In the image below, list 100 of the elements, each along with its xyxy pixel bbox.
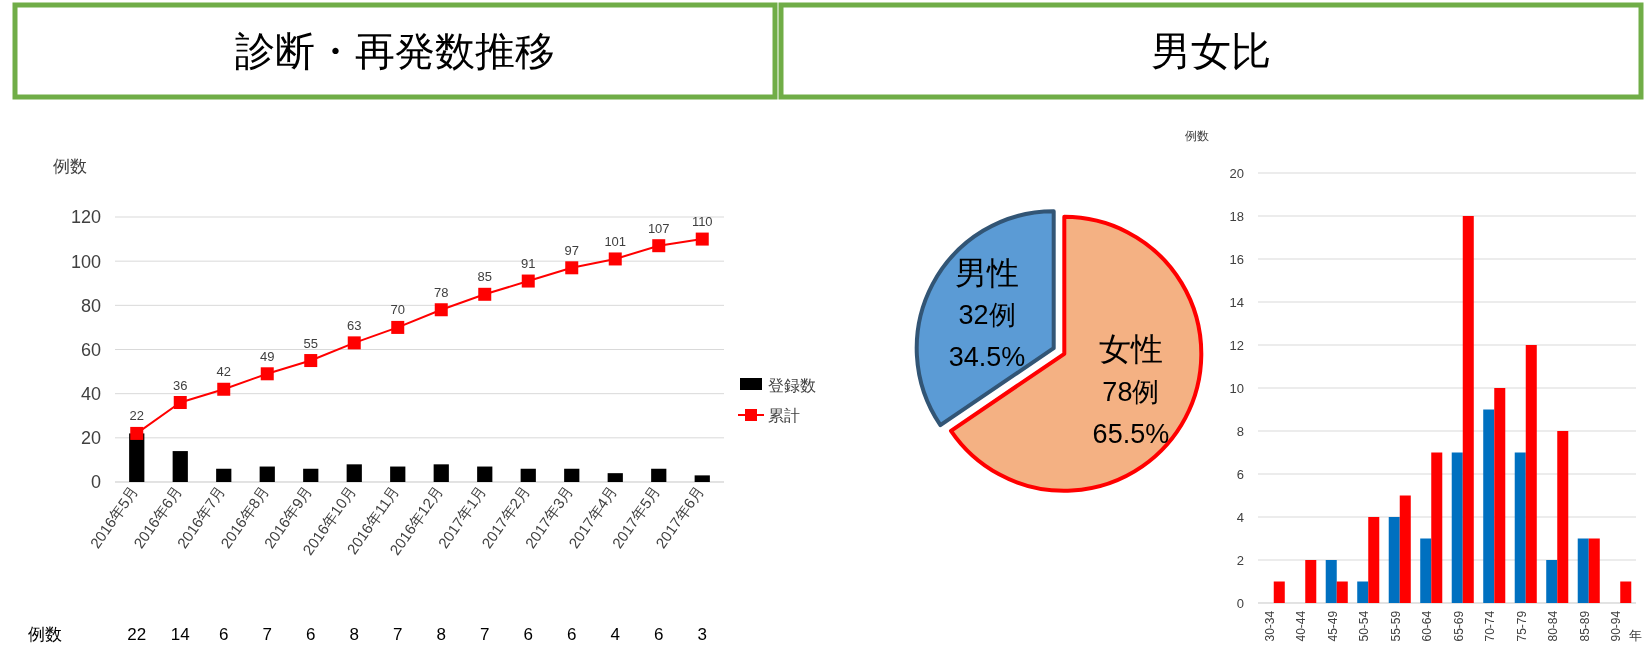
- bar: [1546, 560, 1558, 603]
- data-label: 7: [393, 625, 403, 644]
- slice-label: 男性: [955, 255, 1020, 292]
- bar: [1431, 452, 1443, 603]
- data-label: 6: [219, 625, 229, 644]
- y-tick-label: 100: [70, 251, 101, 272]
- bar: [1420, 538, 1432, 603]
- x-tick-label: 85-89: [1577, 610, 1592, 642]
- data-label: 63: [347, 317, 362, 333]
- data-label: 6: [654, 625, 664, 644]
- x-tick-label: 30-34: [1262, 610, 1277, 642]
- x-tick-label: 80-84: [1546, 610, 1561, 642]
- legend-label: 登録数: [768, 377, 816, 394]
- bar: [259, 466, 275, 482]
- point: [260, 367, 274, 381]
- y-tick-label: 6: [1236, 466, 1244, 482]
- y-axis-title: 例数: [53, 157, 87, 176]
- data-label: 55: [303, 335, 318, 351]
- bar: [564, 468, 580, 482]
- y-tick-label: 2: [1236, 552, 1244, 568]
- bar: [1357, 581, 1369, 603]
- point: [695, 232, 709, 246]
- bar: [607, 473, 623, 482]
- data-label: 78例 65.5%: [1092, 376, 1170, 449]
- point: [608, 252, 622, 266]
- point: [565, 261, 579, 275]
- data-label: 32例 34.5%: [948, 300, 1026, 373]
- y-tick-label: 8: [1236, 423, 1244, 439]
- x-tick-label: 90-94: [1609, 610, 1624, 642]
- point: [304, 354, 318, 368]
- y-tick-label: 20: [1229, 165, 1244, 181]
- data-label: 6: [306, 625, 316, 644]
- y-tick-label: 14: [1229, 294, 1244, 310]
- x-tick-label: 65-69: [1451, 610, 1466, 642]
- y-tick-label: 20: [80, 428, 101, 449]
- data-label: 7: [262, 625, 272, 644]
- point: [347, 336, 361, 350]
- bar: [1557, 431, 1569, 603]
- bar: [1483, 409, 1495, 603]
- bar: [216, 468, 232, 482]
- bar: [1462, 216, 1474, 603]
- data-label: 91: [521, 256, 536, 272]
- data-label: 85: [477, 269, 492, 285]
- point: [521, 274, 535, 288]
- x-tick-label: 50-54: [1357, 610, 1372, 642]
- data-label: 49: [260, 348, 275, 364]
- bar: [651, 468, 667, 482]
- x-tick-label: 45-49: [1325, 610, 1340, 642]
- data-label: 22: [127, 625, 147, 644]
- point: [652, 239, 666, 253]
- data-label: 78: [434, 284, 449, 300]
- bar: [346, 464, 362, 482]
- y-tick-label: 12: [1229, 337, 1244, 353]
- data-label: 70: [390, 302, 405, 318]
- text: 例数: [28, 625, 62, 644]
- bar: [1336, 581, 1348, 603]
- data-label: 101: [604, 233, 627, 249]
- x-tick-label: 75-79: [1514, 610, 1529, 642]
- bar: [477, 466, 493, 482]
- y-axis-title: 例数: [1185, 129, 1209, 143]
- bar: [172, 451, 188, 482]
- bar: [1388, 517, 1400, 603]
- x-tick-label: 60-64: [1420, 610, 1435, 642]
- bar: [1399, 495, 1411, 603]
- bar: [433, 464, 449, 482]
- bar: [1451, 452, 1463, 603]
- data-label: 3: [697, 625, 707, 644]
- y-tick-label: 10: [1229, 380, 1244, 396]
- bar: [1588, 538, 1600, 603]
- data-label: 110: [691, 214, 713, 230]
- bar: [520, 468, 536, 482]
- y-tick-label: 16: [1229, 251, 1244, 267]
- data-label: 107: [647, 220, 670, 236]
- data-label: 6: [567, 625, 577, 644]
- x-tick-label: 40-44: [1294, 610, 1309, 642]
- y-tick-label: 4: [1236, 509, 1244, 525]
- data-label: 97: [564, 242, 579, 258]
- data-label: 14: [170, 625, 190, 644]
- data-label: 6: [523, 625, 533, 644]
- y-tick-label: 40: [80, 384, 101, 405]
- y-tick-label: 60: [80, 339, 101, 360]
- y-tick-label: 120: [70, 207, 101, 228]
- bar: [1273, 581, 1285, 603]
- y-tick-label: 18: [1229, 208, 1244, 224]
- y-tick-label: 0: [1236, 595, 1244, 611]
- legend-label: 累計: [768, 407, 800, 424]
- data-label: 42: [216, 364, 231, 380]
- point: [478, 287, 492, 301]
- y-tick-label: 80: [80, 295, 101, 316]
- data-label: 8: [436, 625, 446, 644]
- point: [391, 320, 405, 334]
- chart-title: 男女比: [1151, 29, 1271, 73]
- bar: [1325, 560, 1337, 603]
- chart-title: 診断・再発数推移: [235, 29, 555, 73]
- point: [217, 382, 231, 396]
- point: [173, 396, 187, 409]
- slice-label: 女性: [1098, 331, 1163, 368]
- point: [130, 426, 144, 440]
- bar: [694, 475, 710, 482]
- y-tick-label: 0: [90, 472, 101, 493]
